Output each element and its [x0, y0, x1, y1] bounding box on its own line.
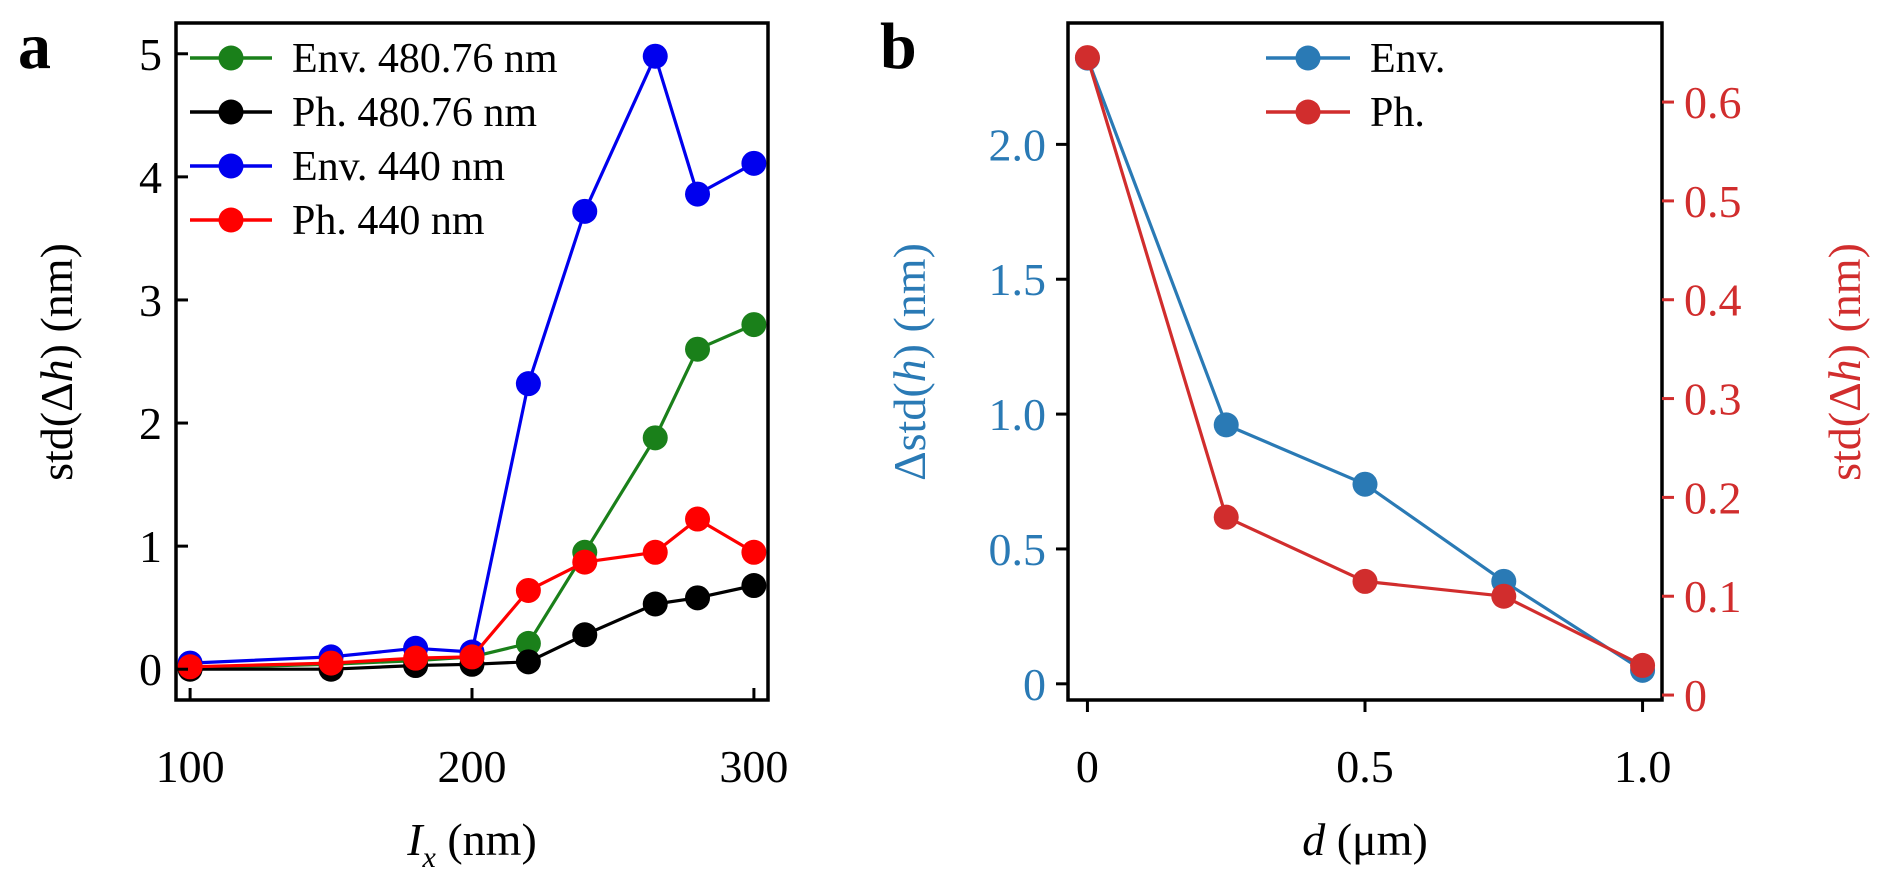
panel-a-data-point [403, 645, 429, 671]
panel-a-marks [177, 43, 767, 682]
panel-a-data-point [515, 630, 541, 656]
panel-b: 0 0.5 1.000.51.01.52.000.10.20.30.40.50.6 … [884, 21, 1870, 865]
panel-b-ticks: 0 0.5 1.000.51.01.52.000.10.20.30.40.50.6 [989, 77, 1742, 792]
panel-letter-b: b [880, 10, 917, 83]
panel-b-right-y-tick-label: 0.4 [1684, 275, 1742, 326]
panel-a-data-point [642, 591, 668, 617]
panel-a-legend-marker [218, 45, 244, 71]
panel-b-legend-label: Env. [1370, 36, 1445, 82]
panel-b-data-point [1352, 471, 1378, 497]
panel-b-data-point [1213, 412, 1239, 438]
panel-a-x-tick-label: 300 [719, 741, 788, 792]
panel-b-left-y-tick-label: 0 [1023, 659, 1046, 710]
panel-a-y-tick-label: 2 [139, 398, 162, 449]
panel-b-data-point [1352, 568, 1378, 594]
panel-a-data-point [685, 181, 711, 207]
panel-a-data-point [642, 43, 668, 69]
panel-a-legend-label: Env. 480.76 nm [292, 36, 558, 82]
panel-a-series-line-1 [190, 323, 755, 670]
panel-a-y-tick-label: 0 [139, 644, 162, 695]
panel-b-right-y-tick-label: 0.5 [1684, 176, 1742, 227]
panel-a-data-point [515, 649, 541, 675]
panel-b-x-axis-title: d (μm) [1302, 814, 1428, 865]
panel-a-y-axis-title: std(Δh) (nm) [31, 243, 82, 481]
panel-b-legend-marker [1295, 99, 1321, 125]
panel-b-left-y-tick-label: 2.0 [989, 119, 1047, 170]
panel-letter-a: a [18, 10, 51, 83]
panel-b-right-y-tick-label: 0.1 [1684, 571, 1742, 622]
panel-a-legend: Env. 480.76 nm Ph. 480.76 nm Env. 440 nm Ph… [190, 36, 558, 244]
panel-b-right-y-tick-label: 0.2 [1684, 472, 1742, 523]
panel-a-data-point [685, 506, 711, 532]
panel-b-legend-marker [1295, 45, 1321, 71]
panel-a-data-point [741, 539, 767, 565]
panel-a: 100 200 300 0 1 2 3 4 5 Env. 480.76 nm Ph. 480.76… [31, 21, 788, 874]
panel-a-x-axis-title: Ix (nm) [406, 814, 537, 874]
panel-a-x-tick-label: 200 [438, 741, 507, 792]
panel-a-data-point [459, 644, 485, 670]
panel-a-data-point [642, 539, 668, 565]
panel-b-marks [1074, 45, 1656, 683]
panel-a-legend-label: Env. 440 nm [292, 144, 505, 190]
panel-b-data-point [1491, 583, 1517, 609]
panel-a-data-point [741, 573, 767, 599]
panel-b-legend: Env. Ph. [1266, 36, 1445, 136]
panel-b-right-y-axis-title: std(Δh) (nm) [1819, 243, 1870, 481]
panel-b-left-y-tick-label: 1.0 [989, 389, 1047, 440]
panel-b-x-tick-label: 1.0 [1614, 741, 1672, 792]
panel-a-data-point [741, 150, 767, 176]
panel-b-data-point [1074, 45, 1100, 71]
panel-a-data-point [572, 549, 598, 575]
panel-a-data-point [515, 371, 541, 397]
panel-a-y-tick-label: 1 [139, 521, 162, 572]
panel-a-data-point [177, 654, 203, 680]
panel-a-y-tick-label: 5 [139, 29, 162, 80]
panel-a-data-point [685, 336, 711, 362]
panel-a-data-point [741, 312, 767, 338]
panel-a-x-tick-label: 100 [156, 741, 225, 792]
panel-b-left-y-axis-title: Δstd(h) (nm) [884, 243, 935, 481]
panel-a-y-tick-label: 4 [139, 152, 162, 203]
panel-b-x-tick-label: 0 [1076, 741, 1099, 792]
panel-b-legend-label: Ph. [1370, 90, 1425, 136]
panel-b-right-y-tick-label: 0.6 [1684, 77, 1742, 128]
panel-b-data-point [1630, 652, 1656, 678]
panel-a-data-point [572, 198, 598, 224]
panel-a-y-tick-label: 3 [139, 275, 162, 326]
panel-a-data-point [642, 425, 668, 451]
panel-a-data-point [318, 650, 344, 676]
panel-a-data-point [685, 585, 711, 611]
panel-a-ticks: 100 200 300 0 1 2 3 4 5 [139, 29, 788, 792]
panel-a-legend-marker [218, 99, 244, 125]
panel-b-right-y-tick-label: 0 [1684, 670, 1707, 721]
panel-b-data-point [1213, 504, 1239, 530]
panel-b-right-y-tick-label: 0.3 [1684, 374, 1742, 425]
panel-b-plot-frame [1066, 21, 1664, 702]
panel-a-legend-label: Ph. 480.76 nm [292, 90, 537, 136]
panel-b-left-y-tick-label: 0.5 [989, 524, 1047, 575]
panel-b-x-tick-label: 0.5 [1336, 741, 1394, 792]
panel-b-left-y-tick-label: 1.5 [989, 254, 1047, 305]
panel-a-legend-marker [218, 153, 244, 179]
panel-a-legend-marker [218, 207, 244, 233]
panel-a-legend-label: Ph. 440 nm [292, 198, 485, 244]
panel-a-data-point [572, 622, 598, 648]
panel-a-data-point [515, 577, 541, 603]
